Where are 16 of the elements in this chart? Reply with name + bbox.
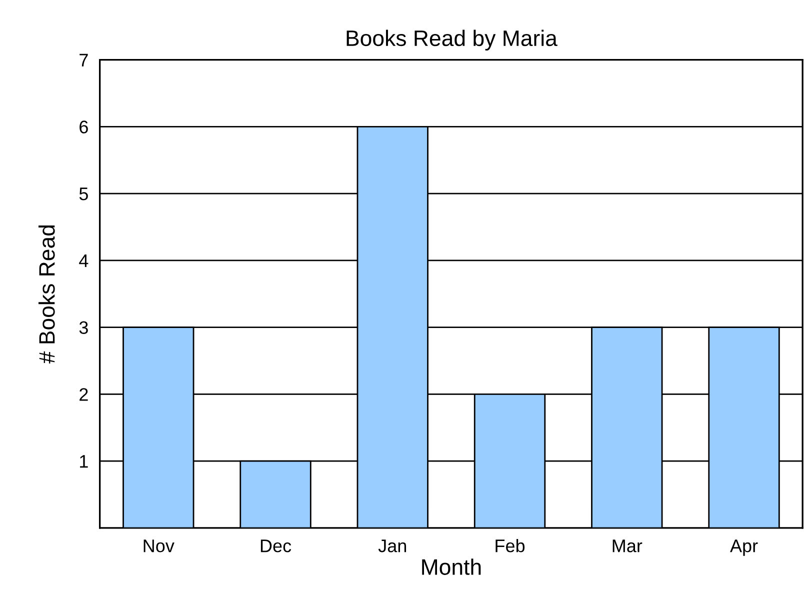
y-axis-title: # Books Read xyxy=(38,225,55,364)
x-tick-label: Mar xyxy=(612,540,642,552)
x-tick-label: Apr xyxy=(730,540,758,556)
y-tick-label: 7 xyxy=(80,54,88,66)
y-tick-label: 1 xyxy=(80,455,88,468)
y-tick-label: 2 xyxy=(80,388,88,401)
y-tick-label: 3 xyxy=(79,321,88,334)
x-tick-label: Dec xyxy=(260,540,292,552)
chart-title: Books Read by Maria xyxy=(346,30,558,51)
y-tick-label: 5 xyxy=(79,188,88,200)
x-tick-label: Jan xyxy=(378,540,406,552)
x-tick-label: Feb xyxy=(496,539,525,552)
x-tick-label: Nov xyxy=(144,540,174,552)
x-axis-title: Month xyxy=(422,558,481,575)
y-tick-label: 4 xyxy=(79,254,88,267)
y-tick-label: 6 xyxy=(80,120,88,134)
